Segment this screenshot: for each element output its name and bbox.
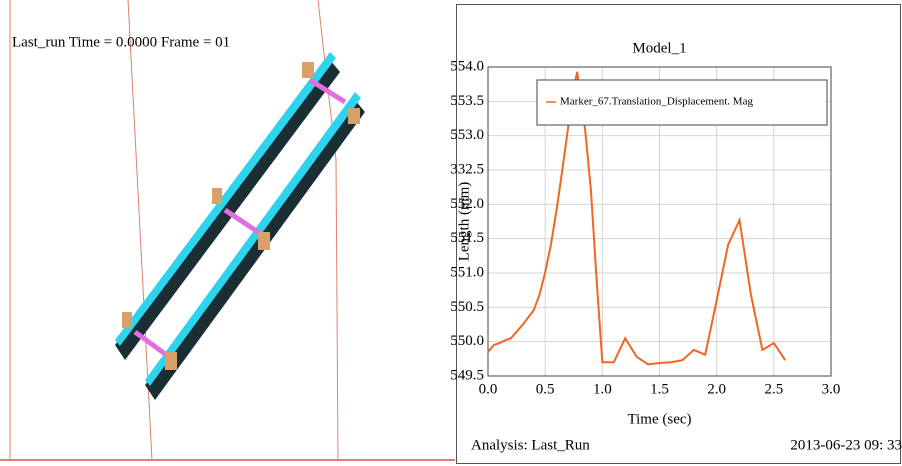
page: Last_run Time = 0.0000 Frame = 01 Analys… — [0, 0, 902, 466]
bracket — [122, 312, 132, 328]
bracket — [348, 108, 360, 124]
legend-label: Marker_67.Translation_Displacement. Mag — [560, 96, 753, 108]
y-tick-label: 551.0 — [450, 264, 484, 280]
y-tick-label: 553.0 — [450, 127, 484, 143]
x-tick-label: 0.0 — [479, 381, 498, 397]
x-tick-label: 2.0 — [707, 381, 726, 397]
bracket — [212, 188, 222, 204]
y-tick-label: 550.0 — [450, 333, 484, 349]
chart-title: Model_1 — [632, 40, 686, 56]
viewport-bg — [0, 0, 455, 466]
x-tick-label: 0.5 — [536, 381, 555, 397]
viewport: Last_run Time = 0.0000 Frame = 01 — [0, 0, 455, 466]
y-axis-label: Length (mm) — [456, 182, 472, 262]
x-tick-label: 3.0 — [822, 381, 841, 397]
bracket — [165, 352, 177, 370]
viewport-caption: Last_run Time = 0.0000 Frame = 01 — [12, 34, 230, 50]
y-tick-label: 332.5 — [450, 161, 484, 177]
x-tick-label: 2.5 — [764, 381, 783, 397]
screen: Last_run Time = 0.0000 Frame = 01 Analys… — [0, 0, 902, 466]
x-tick-label: 1.5 — [650, 381, 669, 397]
footer-left: Analysis: Last_Run — [471, 437, 590, 453]
y-tick-label: 553.5 — [450, 93, 484, 109]
bracket — [302, 62, 314, 78]
x-tick-label: 1.0 — [593, 381, 612, 397]
y-tick-label: 550.5 — [450, 299, 484, 315]
footer-right: 2013-06-23 09: 33 — [790, 437, 902, 453]
x-axis-label: Time (sec) — [627, 411, 691, 427]
bracket — [258, 232, 270, 250]
y-tick-label: 554.0 — [450, 58, 484, 74]
